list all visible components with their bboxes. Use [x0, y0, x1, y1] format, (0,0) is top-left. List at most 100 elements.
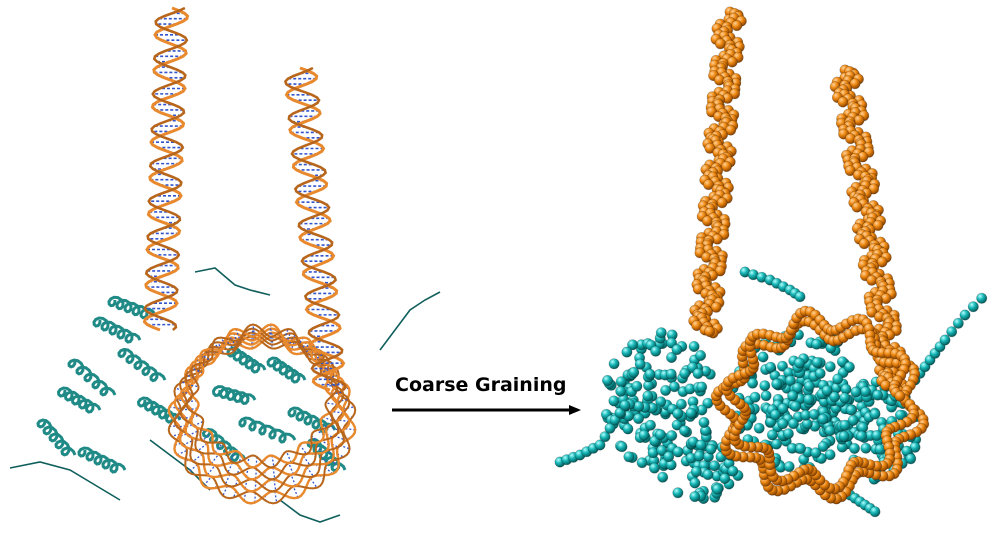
protein-bead [787, 390, 799, 402]
protein-bead [609, 414, 621, 426]
base-pair-rung [200, 353, 211, 362]
base-pair-rung [272, 467, 276, 479]
protein-bead [817, 413, 829, 425]
protein-bead [871, 429, 883, 441]
protein-bead [693, 450, 705, 462]
base-pair-rung [235, 328, 241, 340]
protein-bead [719, 472, 731, 484]
protein-bead [671, 419, 683, 431]
protein-bead [632, 413, 644, 425]
protein-bead [644, 419, 656, 431]
coarse-grained-model [554, 6, 988, 518]
protein-bead [824, 361, 836, 373]
base-pair-rung [193, 420, 204, 427]
protein-bead [705, 443, 717, 455]
base-pair-rung [192, 453, 203, 462]
protein-bead [627, 339, 639, 351]
protein-bead [795, 443, 807, 455]
protein-bead [678, 425, 690, 437]
base-pair-rung [306, 466, 315, 477]
protein-bead [967, 301, 979, 313]
protein-bead [759, 380, 771, 392]
protein-bead [615, 376, 627, 388]
protein-bead [654, 429, 666, 441]
dna-backbone-strand [185, 323, 339, 469]
protein-bead [770, 438, 782, 450]
protein-bead [650, 345, 662, 357]
dna-bead [716, 197, 728, 209]
protein-bead [692, 367, 704, 379]
protein-bead [695, 349, 707, 361]
base-pair-rung [320, 456, 329, 464]
alpha-helix [117, 347, 167, 383]
protein-bead [657, 471, 669, 483]
protein-bead [839, 419, 851, 431]
dna-bead [731, 20, 743, 32]
protein-bead [782, 428, 794, 440]
dna-helix-right-arm [283, 66, 348, 392]
base-pair-rung [315, 445, 324, 454]
alpha-helix [56, 386, 102, 414]
protein-bead [708, 460, 720, 472]
dna-bead [702, 179, 714, 191]
protein-bead [622, 423, 634, 435]
protein-bead [843, 361, 855, 373]
protein-bead [614, 407, 626, 419]
base-pair-rung [191, 367, 204, 374]
dna-beads [688, 6, 930, 505]
alpha-helix [201, 427, 247, 463]
protein-bead [638, 429, 650, 441]
protein-bead [803, 380, 815, 392]
protein-bead [633, 400, 645, 412]
protein-bead [850, 386, 862, 398]
protein-bead [769, 409, 781, 421]
protein-bead [872, 389, 884, 401]
base-pair-rung [325, 384, 337, 388]
protein-bead [811, 338, 823, 350]
protein-bead [839, 392, 851, 404]
base-pair-rung [182, 440, 193, 446]
base-pair-rung [250, 336, 253, 349]
dna-helix-left-arm [142, 6, 190, 332]
protein-bead [814, 367, 826, 379]
dna-bead [710, 301, 722, 313]
alpha-helix [36, 418, 77, 457]
protein-bead [615, 385, 627, 397]
protein-bead [608, 358, 620, 370]
protein-bead [784, 375, 796, 387]
protein-bead [753, 422, 765, 434]
base-pair-rung [254, 492, 257, 503]
base-pair-rung [201, 432, 213, 442]
protein-bead [905, 453, 917, 465]
base-pair-rung [283, 328, 289, 340]
protein-bead [688, 340, 700, 352]
protein-bead [634, 358, 646, 370]
protein-bead [672, 487, 684, 499]
alpha-helix [226, 346, 267, 374]
protein-bead [793, 357, 805, 369]
protein-bead [623, 451, 635, 463]
base-pair-rung [324, 467, 334, 475]
base-pair-rung [325, 402, 338, 406]
dna-backbone-strand [284, 66, 346, 392]
protein-bead [787, 418, 799, 430]
protein-bead [803, 393, 815, 405]
alpha-helix [77, 446, 127, 474]
protein-bead [727, 465, 739, 477]
alpha-helix [107, 295, 157, 320]
alpha-helix [211, 385, 257, 405]
protein-bead [689, 491, 701, 503]
dna-bead [703, 325, 715, 337]
dna-bead [691, 319, 703, 331]
protein-bead [777, 418, 789, 430]
protein-loop [194, 267, 271, 296]
protein-bead [690, 466, 702, 478]
base-pair-rung [227, 462, 234, 473]
protein-bead [695, 439, 707, 451]
dna-backbone-strand [143, 6, 189, 331]
protein-bead [811, 356, 823, 368]
base-pair-rung [255, 468, 258, 479]
atomistic-model [9, 6, 441, 523]
protein-bead [672, 408, 684, 420]
base-pair-rung [214, 442, 223, 453]
